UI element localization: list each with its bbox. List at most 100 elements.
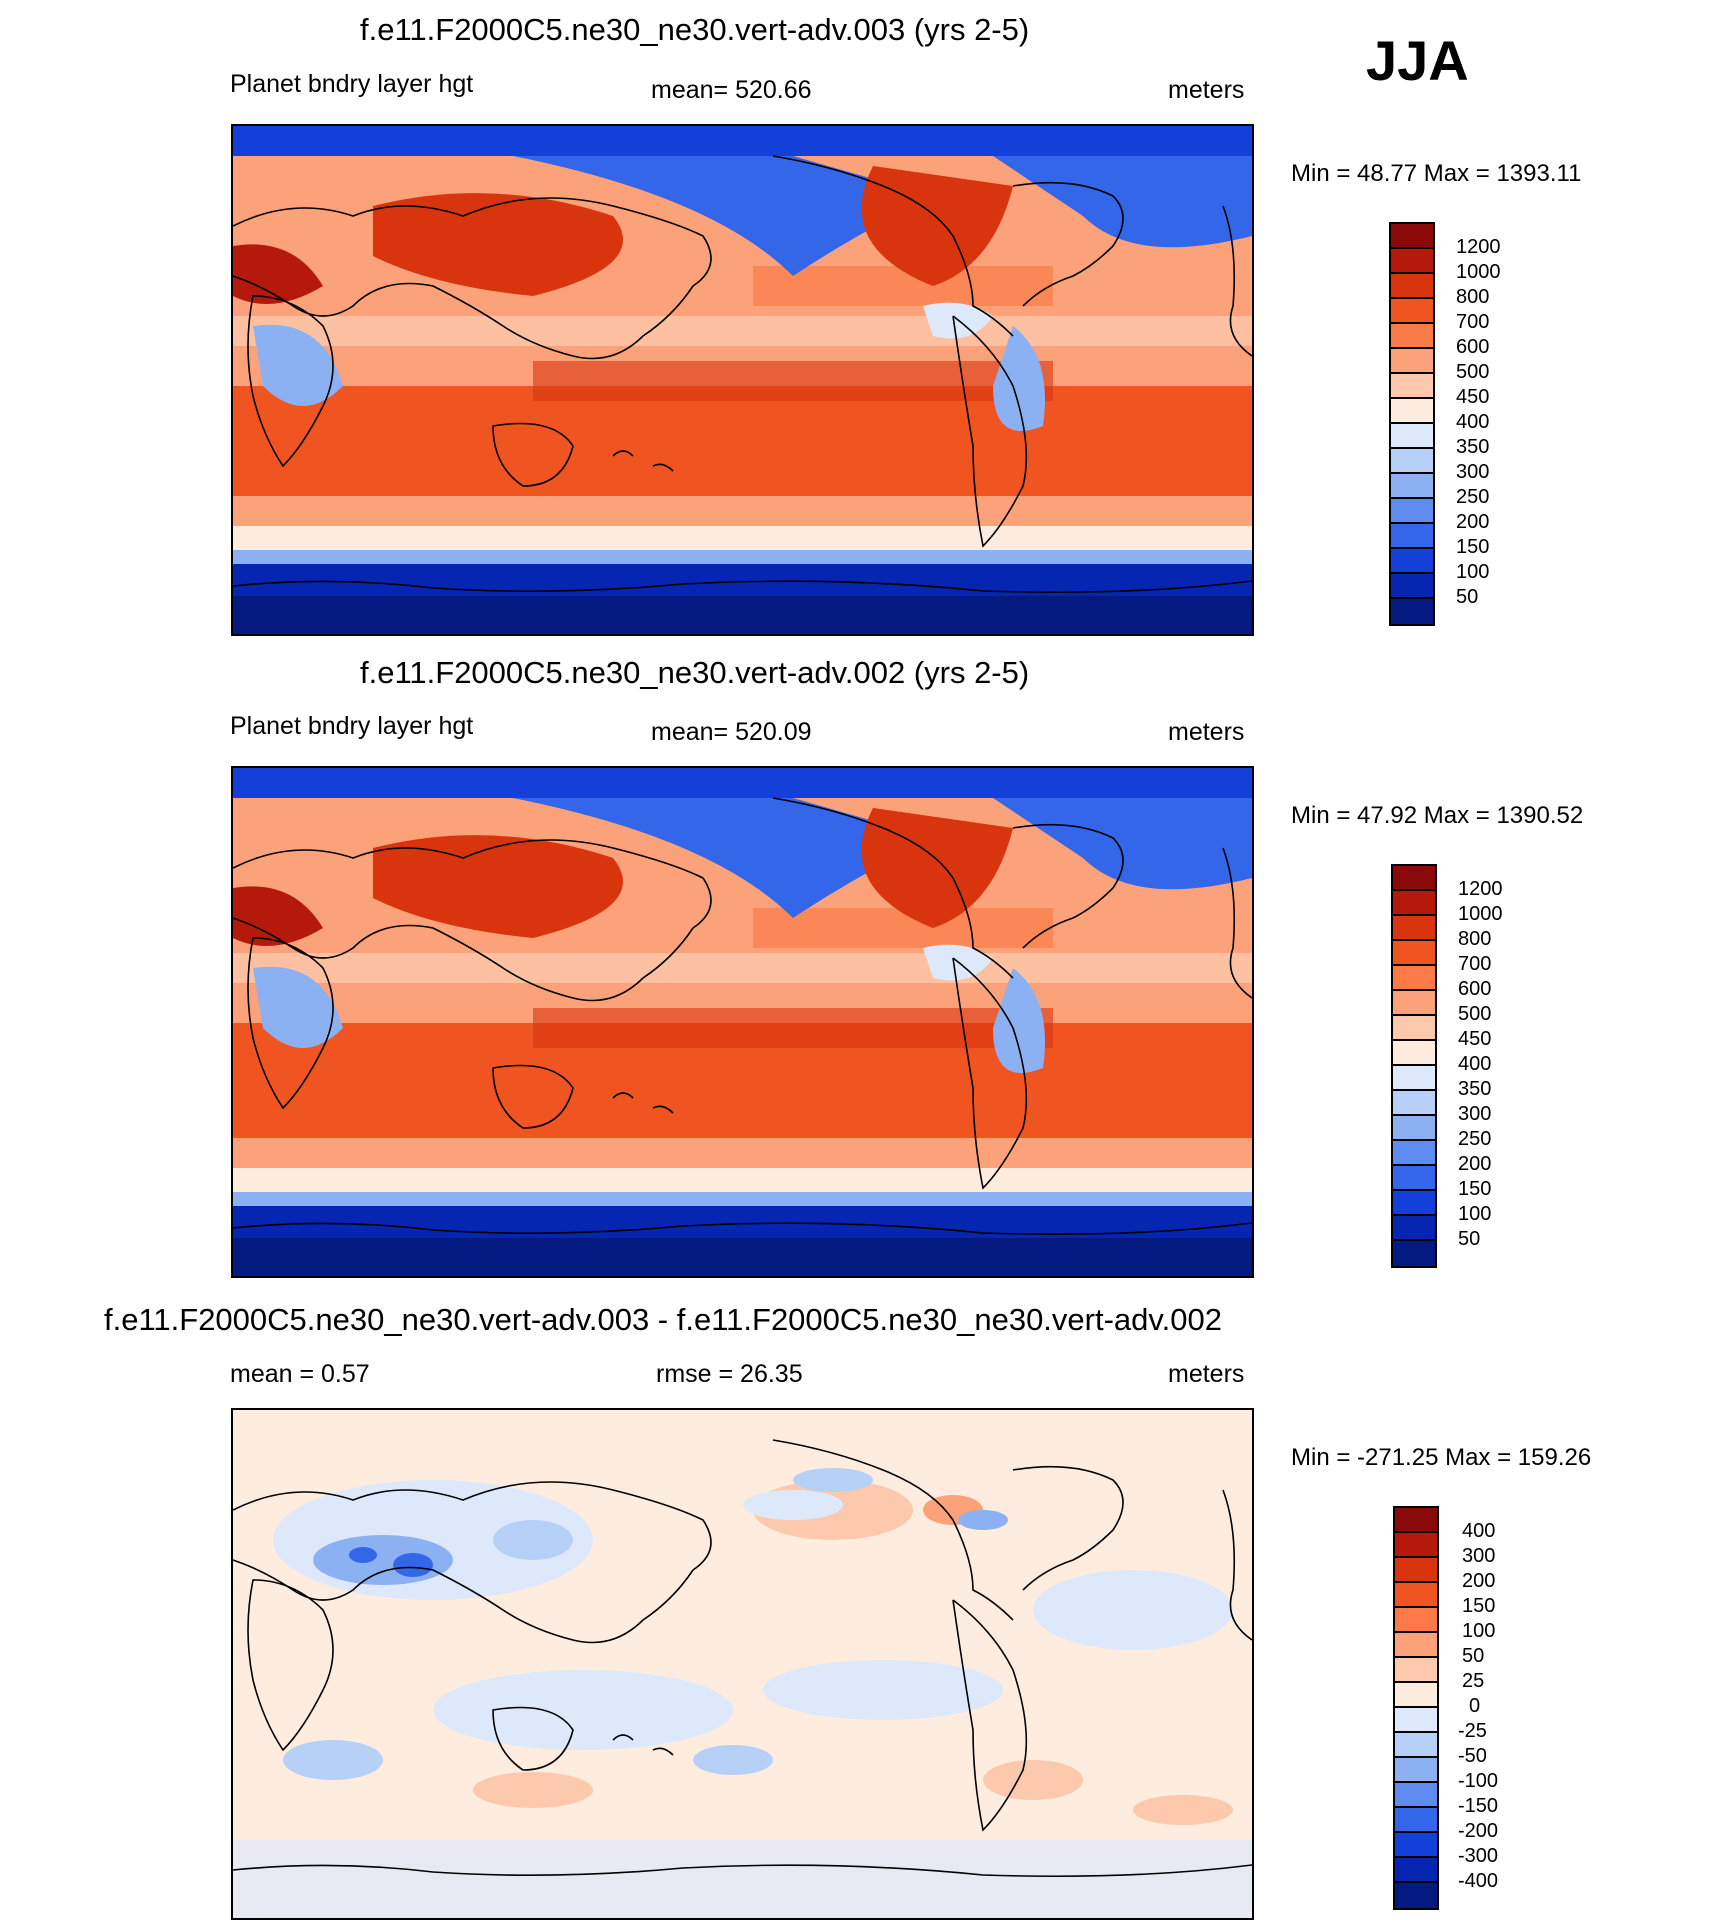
panel1-title: f.e11.F2000C5.ne30_ne30.vert-adv.003 (yr…	[360, 12, 1030, 47]
colorbar-swatch	[1395, 1733, 1437, 1758]
colorbar-swatch	[1391, 399, 1433, 424]
colorbar-tick-label: 200	[1456, 511, 1490, 533]
colorbar-tick-label: 300	[1456, 461, 1490, 483]
panel1-variable-label: Planet bndry layer hgt	[230, 70, 474, 98]
colorbar-swatch	[1393, 1116, 1435, 1141]
colorbar-swatch	[1393, 966, 1435, 991]
colorbar-swatch	[1395, 1708, 1437, 1733]
panel2-variable-label: Planet bndry layer hgt	[230, 712, 474, 740]
colorbar-tick-label: 600	[1456, 336, 1490, 358]
colorbar-swatch	[1391, 424, 1433, 449]
colorbar-tick-label: 350	[1458, 1078, 1492, 1100]
colorbar-tick-label: 350	[1456, 436, 1490, 458]
colorbar-tick-label: 200	[1458, 1153, 1492, 1175]
panel2-colorbar	[1391, 864, 1437, 1268]
panel2-minmax: Min = 47.92 Max = 1390.52	[1291, 802, 1584, 829]
colorbar-tick-label: 250	[1456, 486, 1490, 508]
colorbar-swatch	[1391, 249, 1433, 274]
panel2-map	[231, 766, 1254, 1278]
colorbar-swatch	[1391, 474, 1433, 499]
panel2-units: meters	[1168, 718, 1245, 746]
colorbar-swatch	[1395, 1583, 1437, 1608]
colorbar-tick-label: 1200	[1456, 236, 1501, 258]
colorbar-tick-label: 300	[1458, 1103, 1492, 1125]
colorbar-tick-label: 25	[1462, 1670, 1485, 1692]
colorbar-tick-label: 50	[1456, 586, 1479, 608]
colorbar-tick-label: 700	[1456, 311, 1490, 333]
colorbar-swatch	[1393, 1016, 1435, 1041]
colorbar-tick-label: -150	[1458, 1795, 1499, 1817]
colorbar-tick-label: 1200	[1458, 878, 1503, 900]
panel3-mean: mean = 0.57	[230, 1360, 370, 1388]
colorbar-swatch	[1391, 374, 1433, 399]
colorbar-tick-label: 800	[1456, 286, 1490, 308]
colorbar-swatch	[1393, 1141, 1435, 1166]
colorbar-swatch	[1395, 1558, 1437, 1583]
colorbar-swatch	[1395, 1758, 1437, 1783]
colorbar-swatch	[1393, 1241, 1435, 1266]
colorbar-tick-label: -300	[1458, 1845, 1499, 1867]
colorbar-tick-label: -25	[1458, 1720, 1487, 1742]
colorbar-tick-label: 800	[1458, 928, 1492, 950]
colorbar-swatch	[1393, 1166, 1435, 1191]
panel3-title: f.e11.F2000C5.ne30_ne30.vert-adv.003 - f…	[104, 1302, 1222, 1337]
colorbar-tick-label: 400	[1458, 1053, 1492, 1075]
colorbar-tick-label: 150	[1462, 1595, 1496, 1617]
colorbar-swatch	[1395, 1783, 1437, 1808]
colorbar-tick-label: 1000	[1456, 261, 1501, 283]
panel3-units: meters	[1168, 1360, 1245, 1388]
colorbar-swatch	[1395, 1808, 1437, 1833]
colorbar-tick-label: 1000	[1458, 903, 1503, 925]
colorbar-tick-label: -200	[1458, 1820, 1499, 1842]
colorbar-swatch	[1391, 574, 1433, 599]
colorbar-swatch	[1395, 1883, 1437, 1908]
colorbar-swatch	[1393, 1216, 1435, 1241]
colorbar-tick-label: 700	[1458, 953, 1492, 975]
colorbar-tick-label: 100	[1456, 561, 1490, 583]
colorbar-tick-label: -50	[1458, 1745, 1487, 1767]
colorbar-tick-label: 450	[1458, 1028, 1492, 1050]
panel1-minmax: Min = 48.77 Max = 1393.11	[1291, 160, 1582, 187]
colorbar-swatch	[1393, 1191, 1435, 1216]
panel3-minmax: Min = -271.25 Max = 159.26	[1291, 1444, 1592, 1471]
colorbar-swatch	[1395, 1508, 1437, 1533]
colorbar-swatch	[1391, 449, 1433, 474]
panel3-rmse: rmse = 26.35	[656, 1360, 803, 1388]
colorbar-swatch	[1391, 324, 1433, 349]
colorbar-tick-label: 0	[1469, 1695, 1481, 1717]
colorbar-swatch	[1391, 274, 1433, 299]
colorbar-swatch	[1395, 1633, 1437, 1658]
colorbar-swatch	[1391, 349, 1433, 374]
panel1-map	[231, 124, 1254, 636]
colorbar-swatch	[1391, 499, 1433, 524]
colorbar-tick-label: 150	[1458, 1178, 1492, 1200]
colorbar-swatch	[1393, 1041, 1435, 1066]
colorbar-swatch	[1393, 916, 1435, 941]
colorbar-swatch	[1393, 1066, 1435, 1091]
panel1-mean: mean= 520.66	[651, 76, 812, 104]
colorbar-swatch	[1395, 1858, 1437, 1883]
colorbar-tick-label: 200	[1462, 1570, 1496, 1592]
colorbar-swatch	[1391, 549, 1433, 574]
season-label: JJA	[1366, 29, 1469, 92]
colorbar-tick-label: 450	[1456, 386, 1490, 408]
colorbar-swatch	[1395, 1658, 1437, 1683]
colorbar-swatch	[1391, 299, 1433, 324]
colorbar-swatch	[1395, 1608, 1437, 1633]
colorbar-tick-label: 400	[1456, 411, 1490, 433]
colorbar-tick-label: 250	[1458, 1128, 1492, 1150]
colorbar-tick-label: 50	[1458, 1228, 1481, 1250]
colorbar-tick-label: 150	[1456, 536, 1490, 558]
colorbar-tick-label: 100	[1462, 1620, 1496, 1642]
colorbar-tick-label: 400	[1462, 1520, 1496, 1542]
panel2-title: f.e11.F2000C5.ne30_ne30.vert-adv.002 (yr…	[360, 655, 1030, 690]
colorbar-swatch	[1391, 224, 1433, 249]
colorbar-swatch	[1391, 524, 1433, 549]
colorbar-tick-label: 50	[1462, 1645, 1485, 1667]
colorbar-tick-label: -100	[1458, 1770, 1499, 1792]
panel1-colorbar	[1389, 222, 1435, 626]
colorbar-tick-label: 500	[1458, 1003, 1492, 1025]
colorbar-swatch	[1395, 1833, 1437, 1858]
colorbar-tick-label: 600	[1458, 978, 1492, 1000]
colorbar-tick-label: 500	[1456, 361, 1490, 383]
